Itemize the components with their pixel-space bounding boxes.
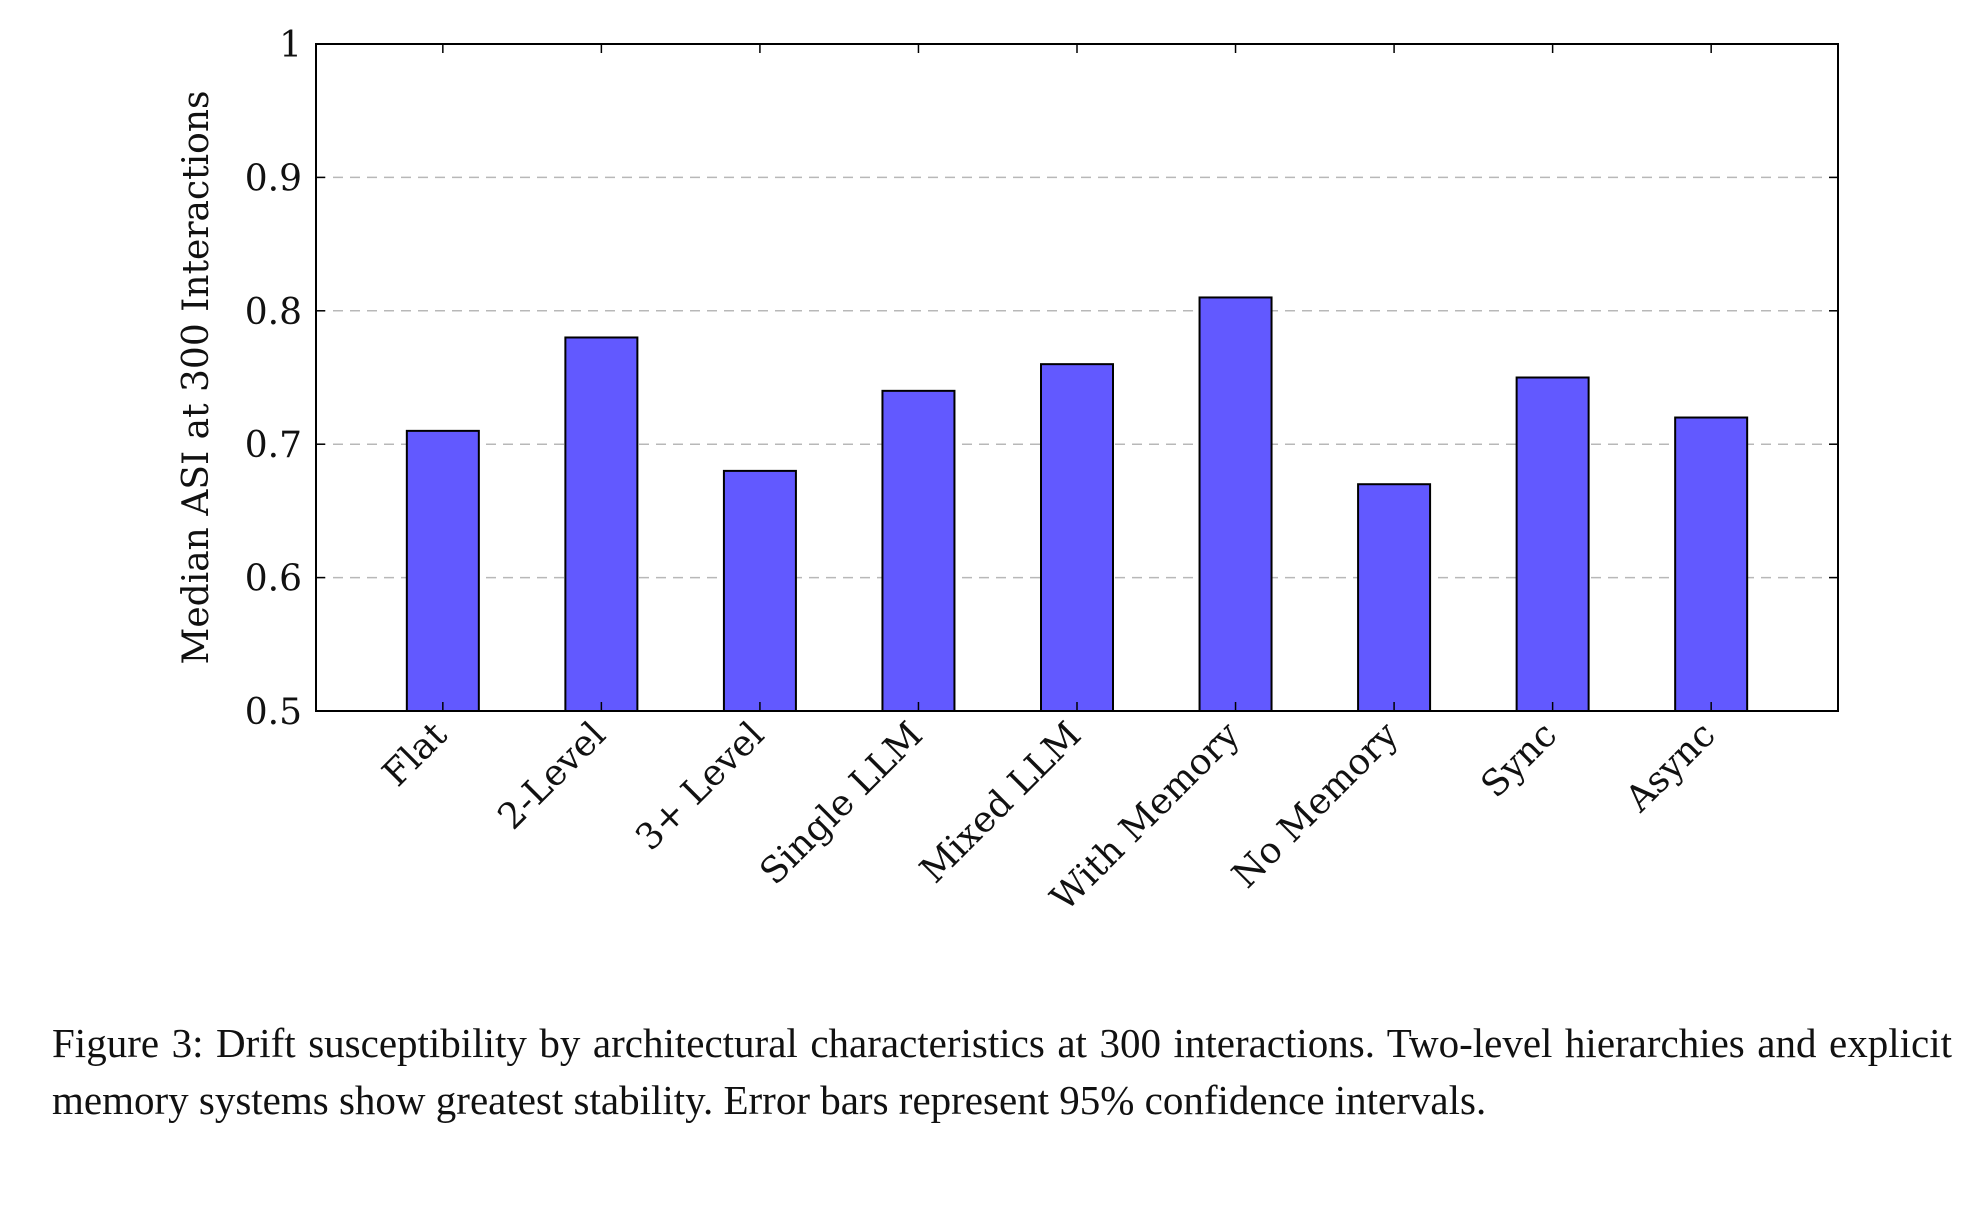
bar-with-memory [1198,296,1273,712]
bar-flat [405,429,480,712]
x-tick-label: Flat [375,714,456,795]
x-tick-label: No Memory [1225,714,1407,896]
y-tick-labels: 0.5 0.6 0.7 0.8 0.9 1 [245,25,302,733]
bars [405,296,1749,712]
bar-mixed-llm [1040,363,1114,712]
y-tick-label: 0.9 [245,158,302,199]
bar-single-llm [881,389,956,712]
bar-chart: 0.5 0.6 0.7 0.8 0.9 1 Flat 2-Level 3+ LevelSing… [176,25,1839,919]
x-tick-label: Sync [1474,714,1565,805]
bar-3-level [722,469,797,712]
bar-sync [1515,376,1590,712]
axis-ticks [316,43,1838,712]
y-axis-title: Median ASI at 300 Interactions [176,91,217,665]
x-tick-label: Async [1617,714,1723,820]
x-tick-label: 2-Level [490,714,613,837]
bar-async [1674,416,1749,712]
figure-caption: Figure 3: Drift susceptibility by archit… [52,1020,1952,1123]
bar-no-memory [1357,483,1432,712]
bar-2-level [564,336,639,712]
y-tick-label: 0.7 [245,425,302,466]
y-tick-label: 0.5 [245,692,302,733]
x-tick-label: 3+ Level [628,714,772,858]
y-tick-label: 0.8 [245,292,302,333]
x-tick-label: Mixed LLM [912,714,1089,891]
x-tick-label: Single LLM [752,714,930,892]
y-tick-label: 1 [279,25,302,66]
y-tick-label: 0.6 [245,559,302,600]
